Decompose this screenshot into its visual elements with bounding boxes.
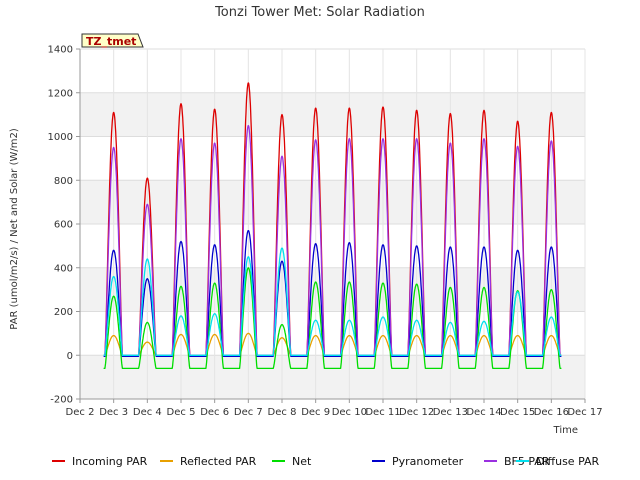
y-tick-label: 1000 bbox=[48, 132, 73, 143]
y-axis-label: PAR (umol/m2/s) / Net and Solar (W/m2) bbox=[9, 128, 20, 330]
y-tick-label: 0 bbox=[67, 351, 73, 362]
y-tick-label: 400 bbox=[54, 263, 73, 274]
tz-tmet-badge: TZ_tmet bbox=[81, 33, 144, 48]
x-tick-label: Dec 17 bbox=[567, 407, 602, 418]
x-tick-label: Dec 3 bbox=[99, 407, 128, 418]
series-line-diffuse-par bbox=[103, 247, 562, 356]
band bbox=[80, 92, 585, 137]
badge-label: TZ_tmet bbox=[86, 35, 136, 48]
x-tick-label: Dec 7 bbox=[234, 407, 263, 418]
x-tick-label: Dec 11 bbox=[365, 407, 400, 418]
series-line-net bbox=[103, 267, 562, 370]
legend-label-diffuse-par: Diffuse PAR bbox=[536, 455, 600, 468]
y-tick-label: 1200 bbox=[48, 88, 73, 99]
legend-label-reflected-par: Reflected PAR bbox=[180, 455, 257, 468]
x-tick-label: Dec 4 bbox=[133, 407, 162, 418]
x-tick-label: Dec 9 bbox=[301, 407, 330, 418]
series-line-pyranometer bbox=[103, 229, 562, 357]
x-tick-label: Dec 6 bbox=[200, 407, 229, 418]
y-tick-label: 600 bbox=[54, 220, 73, 231]
x-tick-label: Dec 8 bbox=[268, 407, 297, 418]
x-axis-label: Time bbox=[553, 425, 578, 436]
x-tick-label: Dec 10 bbox=[332, 407, 367, 418]
x-tick-label: Dec 2 bbox=[66, 407, 95, 418]
legend: Incoming PAR Reflected PAR Net Pyranometer B… bbox=[52, 455, 600, 468]
y-tick-label: -200 bbox=[50, 395, 73, 406]
legend-label-net: Net bbox=[292, 455, 312, 468]
series-layer bbox=[103, 82, 562, 370]
x-tick-label: Dec 13 bbox=[433, 407, 468, 418]
legend-label-pyranometer: Pyranometer bbox=[392, 455, 464, 468]
chart-title: Tonzi Tower Met: Solar Radiation bbox=[214, 5, 425, 20]
y-tick-label: 800 bbox=[54, 176, 73, 187]
legend-label-incoming-par: Incoming PAR bbox=[72, 455, 148, 468]
y-tick-label: 200 bbox=[54, 307, 73, 318]
band bbox=[80, 267, 585, 312]
axes: -200 0 200 400 600 800 1000 1200 1400 Dec 2 Dec 3 D… bbox=[48, 45, 603, 419]
x-tick-label: Dec 5 bbox=[167, 407, 196, 418]
band bbox=[80, 180, 585, 224]
x-tick-label: Dec 12 bbox=[399, 407, 434, 418]
band bbox=[80, 355, 585, 399]
x-tick-label: Dec 14 bbox=[466, 407, 501, 418]
y-tick-label: 1400 bbox=[48, 45, 73, 56]
x-tick-label: Dec 15 bbox=[500, 407, 535, 418]
x-tick-label: Dec 16 bbox=[534, 407, 569, 418]
